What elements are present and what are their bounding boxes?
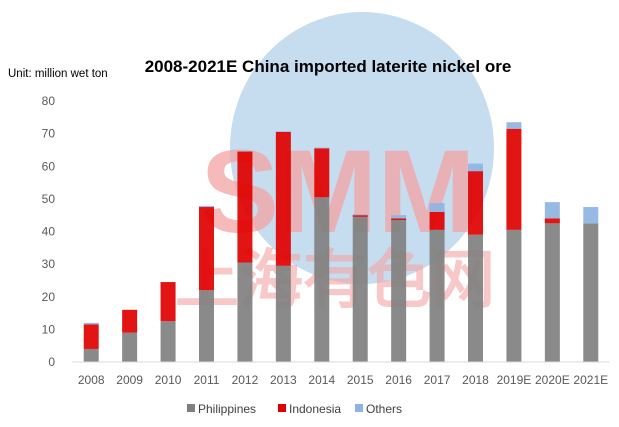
x-tick-label: 2017 xyxy=(424,373,451,387)
bar-indonesia-2013 xyxy=(275,131,291,266)
legend-swatch-indonesia xyxy=(278,404,286,412)
bar-indonesia-2019e xyxy=(506,128,522,230)
y-axis: 0 10 20 30 40 50 60 70 80 xyxy=(42,94,56,369)
y-tick-label: 0 xyxy=(48,355,55,369)
bar-others-2020e xyxy=(544,202,560,219)
x-tick-label: 2009 xyxy=(116,373,143,387)
legend-label-philippines: Philippines xyxy=(198,402,256,416)
x-tick-label: 2010 xyxy=(155,373,182,387)
legend-label-others: Others xyxy=(366,402,402,416)
x-tick-label: 2020E xyxy=(535,373,570,387)
bar-indonesia-2018 xyxy=(468,171,483,235)
bar-philippines-2017 xyxy=(429,229,445,362)
y-tick-label: 70 xyxy=(42,127,56,141)
bar-indonesia-2016 xyxy=(391,218,407,221)
bar-others-2014 xyxy=(314,147,330,149)
x-tick-label: 2018 xyxy=(462,373,489,387)
bar-philippines-2010 xyxy=(160,321,176,362)
legend-label-indonesia: Indonesia xyxy=(289,402,341,416)
y-tick-label: 40 xyxy=(42,225,56,239)
unit-label: Unit: million wet ton xyxy=(8,68,108,80)
bar-philippines-2016 xyxy=(391,220,407,362)
watermark-subtext: 上海有色网 xyxy=(175,244,495,316)
bar-others-2011 xyxy=(199,206,214,208)
bar-philippines-2020e xyxy=(544,223,560,362)
bar-others-2017 xyxy=(429,203,445,212)
y-tick-label: 20 xyxy=(42,290,56,304)
x-tick-label: 2021E xyxy=(573,373,608,387)
bar-others-2013 xyxy=(275,131,291,132)
bar-indonesia-2009 xyxy=(122,309,138,333)
x-tick-label: 2015 xyxy=(347,373,374,387)
bar-others-2012 xyxy=(237,150,253,152)
bar-philippines-2019e xyxy=(506,229,522,362)
bar-philippines-2021e xyxy=(583,223,599,362)
legend: Philippines Indonesia Others xyxy=(187,402,402,416)
x-tick-label: 2019E xyxy=(497,373,532,387)
bar-indonesia-2011 xyxy=(199,207,214,291)
bar-philippines-2013 xyxy=(275,265,291,362)
legend-swatch-others xyxy=(355,404,363,412)
y-tick-label: 10 xyxy=(42,322,56,336)
bar-indonesia-2012 xyxy=(237,151,253,263)
bars xyxy=(83,122,599,362)
bar-philippines-2008 xyxy=(83,348,99,362)
bar-others-2016 xyxy=(391,215,407,219)
bar-philippines-2009 xyxy=(122,332,138,362)
x-tick-label: 2013 xyxy=(270,373,297,387)
bar-philippines-2011 xyxy=(199,290,214,362)
y-tick-label: 80 xyxy=(42,94,56,108)
bar-indonesia-2008 xyxy=(83,324,99,349)
bar-others-2019e xyxy=(506,122,522,129)
x-axis: 2008 2009 2010 2011 2012 2013 2014 2015 2016 2017… xyxy=(78,373,608,387)
y-tick-label: 30 xyxy=(42,257,56,271)
bar-others-2018 xyxy=(468,163,483,172)
y-tick-label: 50 xyxy=(42,192,56,206)
bar-indonesia-2015 xyxy=(352,215,368,217)
bar-indonesia-2017 xyxy=(429,211,445,230)
x-tick-label: 2014 xyxy=(308,373,335,387)
bar-philippines-2012 xyxy=(237,262,253,362)
chart-title: 2008-2021E China imported laterite nicke… xyxy=(145,57,512,76)
bar-others-2021e xyxy=(583,207,599,224)
bar-indonesia-2010 xyxy=(160,282,176,322)
y-tick-label: 60 xyxy=(42,159,56,173)
x-tick-label: 2008 xyxy=(78,373,105,387)
x-tick-label: 2012 xyxy=(232,373,259,387)
legend-swatch-philippines xyxy=(187,404,195,412)
bar-indonesia-2014 xyxy=(314,148,330,198)
bar-others-2008 xyxy=(83,322,99,325)
x-tick-label: 2016 xyxy=(385,373,412,387)
bar-philippines-2014 xyxy=(314,197,330,362)
bar-philippines-2018 xyxy=(468,234,483,362)
x-tick-label: 2011 xyxy=(194,373,220,387)
bar-others-2015 xyxy=(352,214,368,216)
bar-philippines-2015 xyxy=(352,216,368,362)
bar-indonesia-2020e xyxy=(544,218,560,224)
